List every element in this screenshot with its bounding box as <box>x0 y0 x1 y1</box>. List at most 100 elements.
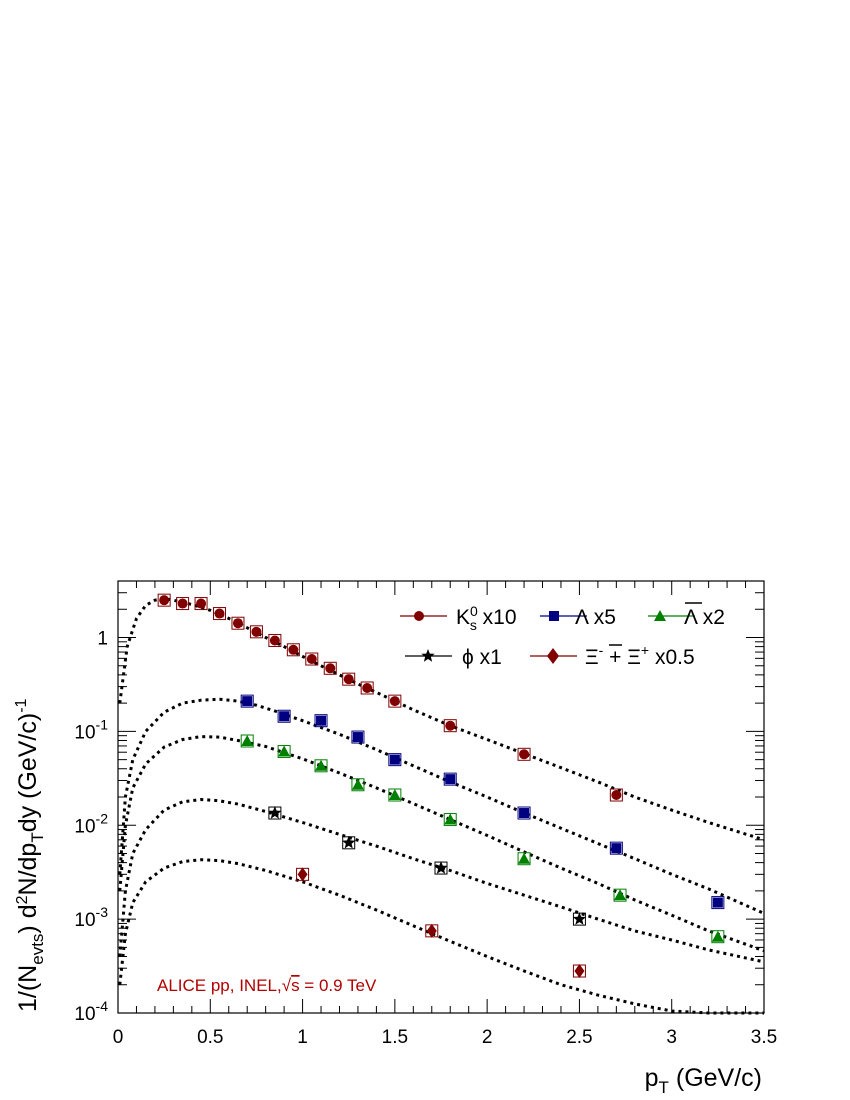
legend-entry-k0s: K0 s x10 <box>400 603 517 633</box>
fit-curve-series-1 <box>118 697 765 915</box>
error-box <box>323 661 337 675</box>
data-point-series-4 <box>296 867 310 882</box>
marker-circle <box>306 654 317 665</box>
error-box <box>176 597 190 611</box>
fit-curve-series-0 <box>118 597 765 842</box>
error-box <box>314 714 328 728</box>
data-point-series-0 <box>176 597 190 611</box>
marker-square <box>316 715 327 726</box>
marker-star <box>342 835 356 849</box>
data-point-series-2 <box>388 788 402 802</box>
error-box <box>268 633 282 647</box>
data-point-series-0 <box>268 633 282 647</box>
error-box <box>711 896 725 910</box>
error-box <box>517 747 531 761</box>
y-tick-label: 1 <box>97 629 108 650</box>
legend-entry-antilambda: Λ x2 <box>648 602 725 629</box>
data-point-series-2 <box>351 778 365 792</box>
marker-square <box>352 732 363 743</box>
data-point-series-1 <box>609 841 623 855</box>
marker-diamond <box>426 923 437 938</box>
error-box <box>277 709 291 723</box>
error-box <box>213 607 227 621</box>
data-point-series-0 <box>157 593 171 607</box>
x-axis-title: pT (GeV/c) <box>645 1064 762 1097</box>
fit-curve-series-4 <box>118 858 764 1015</box>
y-axis-title: 1/(Nevts) d2N/dpTdy (GeV/c)-1 <box>13 698 47 1012</box>
marker-square <box>519 808 530 819</box>
error-box <box>388 753 402 767</box>
marker-circle <box>362 682 373 693</box>
fit-curve-series-3 <box>118 797 765 964</box>
data-point-series-3 <box>268 806 282 820</box>
data-point-series-0 <box>249 625 263 639</box>
data-point-series-2 <box>613 888 627 902</box>
marker-triangle <box>278 745 291 757</box>
data-point-series-0 <box>517 747 531 761</box>
y-tick-label: 10-1 <box>74 716 108 743</box>
marker-circle <box>611 790 622 801</box>
data-point-series-1 <box>443 772 457 786</box>
data-point-series-3 <box>434 861 448 875</box>
data-point-series-4 <box>572 964 586 979</box>
data-point-series-0 <box>213 607 227 621</box>
data-point-series-2 <box>314 759 328 773</box>
error-box <box>240 694 254 708</box>
x-tick-label: 1.5 <box>382 1027 408 1048</box>
legend-entry-phi: ϕ x1 <box>405 646 502 669</box>
x-tick-label: 0 <box>113 1027 124 1048</box>
marker-triangle <box>351 778 364 790</box>
data-point-series-4 <box>425 923 439 938</box>
data-point-series-3 <box>572 912 587 926</box>
data-point-series-1 <box>240 694 254 708</box>
data-point-series-1 <box>277 709 291 723</box>
error-box <box>443 719 457 733</box>
data-point-series-0 <box>360 681 374 695</box>
error-box <box>388 694 402 708</box>
legend-label-k0s: K0 s x10 <box>456 603 517 633</box>
marker-circle <box>325 663 336 674</box>
data-point-series-0 <box>194 597 208 611</box>
legend-label-antilambda: Λ x2 <box>684 606 725 629</box>
data-point-series-0 <box>609 788 623 802</box>
error-box <box>305 652 319 666</box>
marker-triangle <box>518 852 531 864</box>
marker-triangle <box>388 789 401 801</box>
marker-circle <box>177 598 188 609</box>
data-point-series-2 <box>277 745 291 759</box>
error-box <box>351 730 365 744</box>
data-point-series-0 <box>323 661 337 675</box>
error-box <box>231 616 245 630</box>
data-point-series-1 <box>388 753 402 767</box>
marker-circle <box>288 644 299 655</box>
x-tick-label: 0.5 <box>197 1027 223 1048</box>
legend-entry-lambda: Λ x5 <box>540 606 616 629</box>
fit-curve-series-2 <box>118 735 765 953</box>
marker-square <box>279 711 290 722</box>
data-point-series-3 <box>342 835 356 850</box>
marker-circle <box>269 635 280 646</box>
marker-circle <box>343 674 354 685</box>
marker-star <box>434 861 448 874</box>
triangle-marker-icon <box>654 610 666 621</box>
marker-square <box>712 897 723 908</box>
marker-circle <box>214 608 225 619</box>
marker-circle <box>232 618 243 629</box>
marker-triangle <box>241 734 254 746</box>
marker-circle <box>196 598 207 609</box>
error-box <box>517 806 531 820</box>
data-point-series-0 <box>231 616 245 630</box>
error-box <box>360 681 374 695</box>
legend: K0 s x10 Λ x5 Λ x2 ϕ x1 Ξ- + Ξ+ x0.5 <box>400 602 725 669</box>
x-tick-label: 3 <box>666 1027 677 1048</box>
y-tick-label: 10-2 <box>74 810 108 837</box>
x-tick-label: 3.5 <box>751 1027 777 1048</box>
marker-circle <box>389 696 400 707</box>
marker-diamond <box>297 867 308 882</box>
y-tick-label: 10-3 <box>74 904 108 931</box>
marker-triangle <box>614 889 627 901</box>
x-tick-labels: 0 0.5 1 1.5 2 2.5 3 3.5 <box>113 1027 778 1048</box>
marker-diamond <box>574 964 585 979</box>
data-point-series-0 <box>443 719 457 733</box>
marker-circle <box>519 749 530 760</box>
